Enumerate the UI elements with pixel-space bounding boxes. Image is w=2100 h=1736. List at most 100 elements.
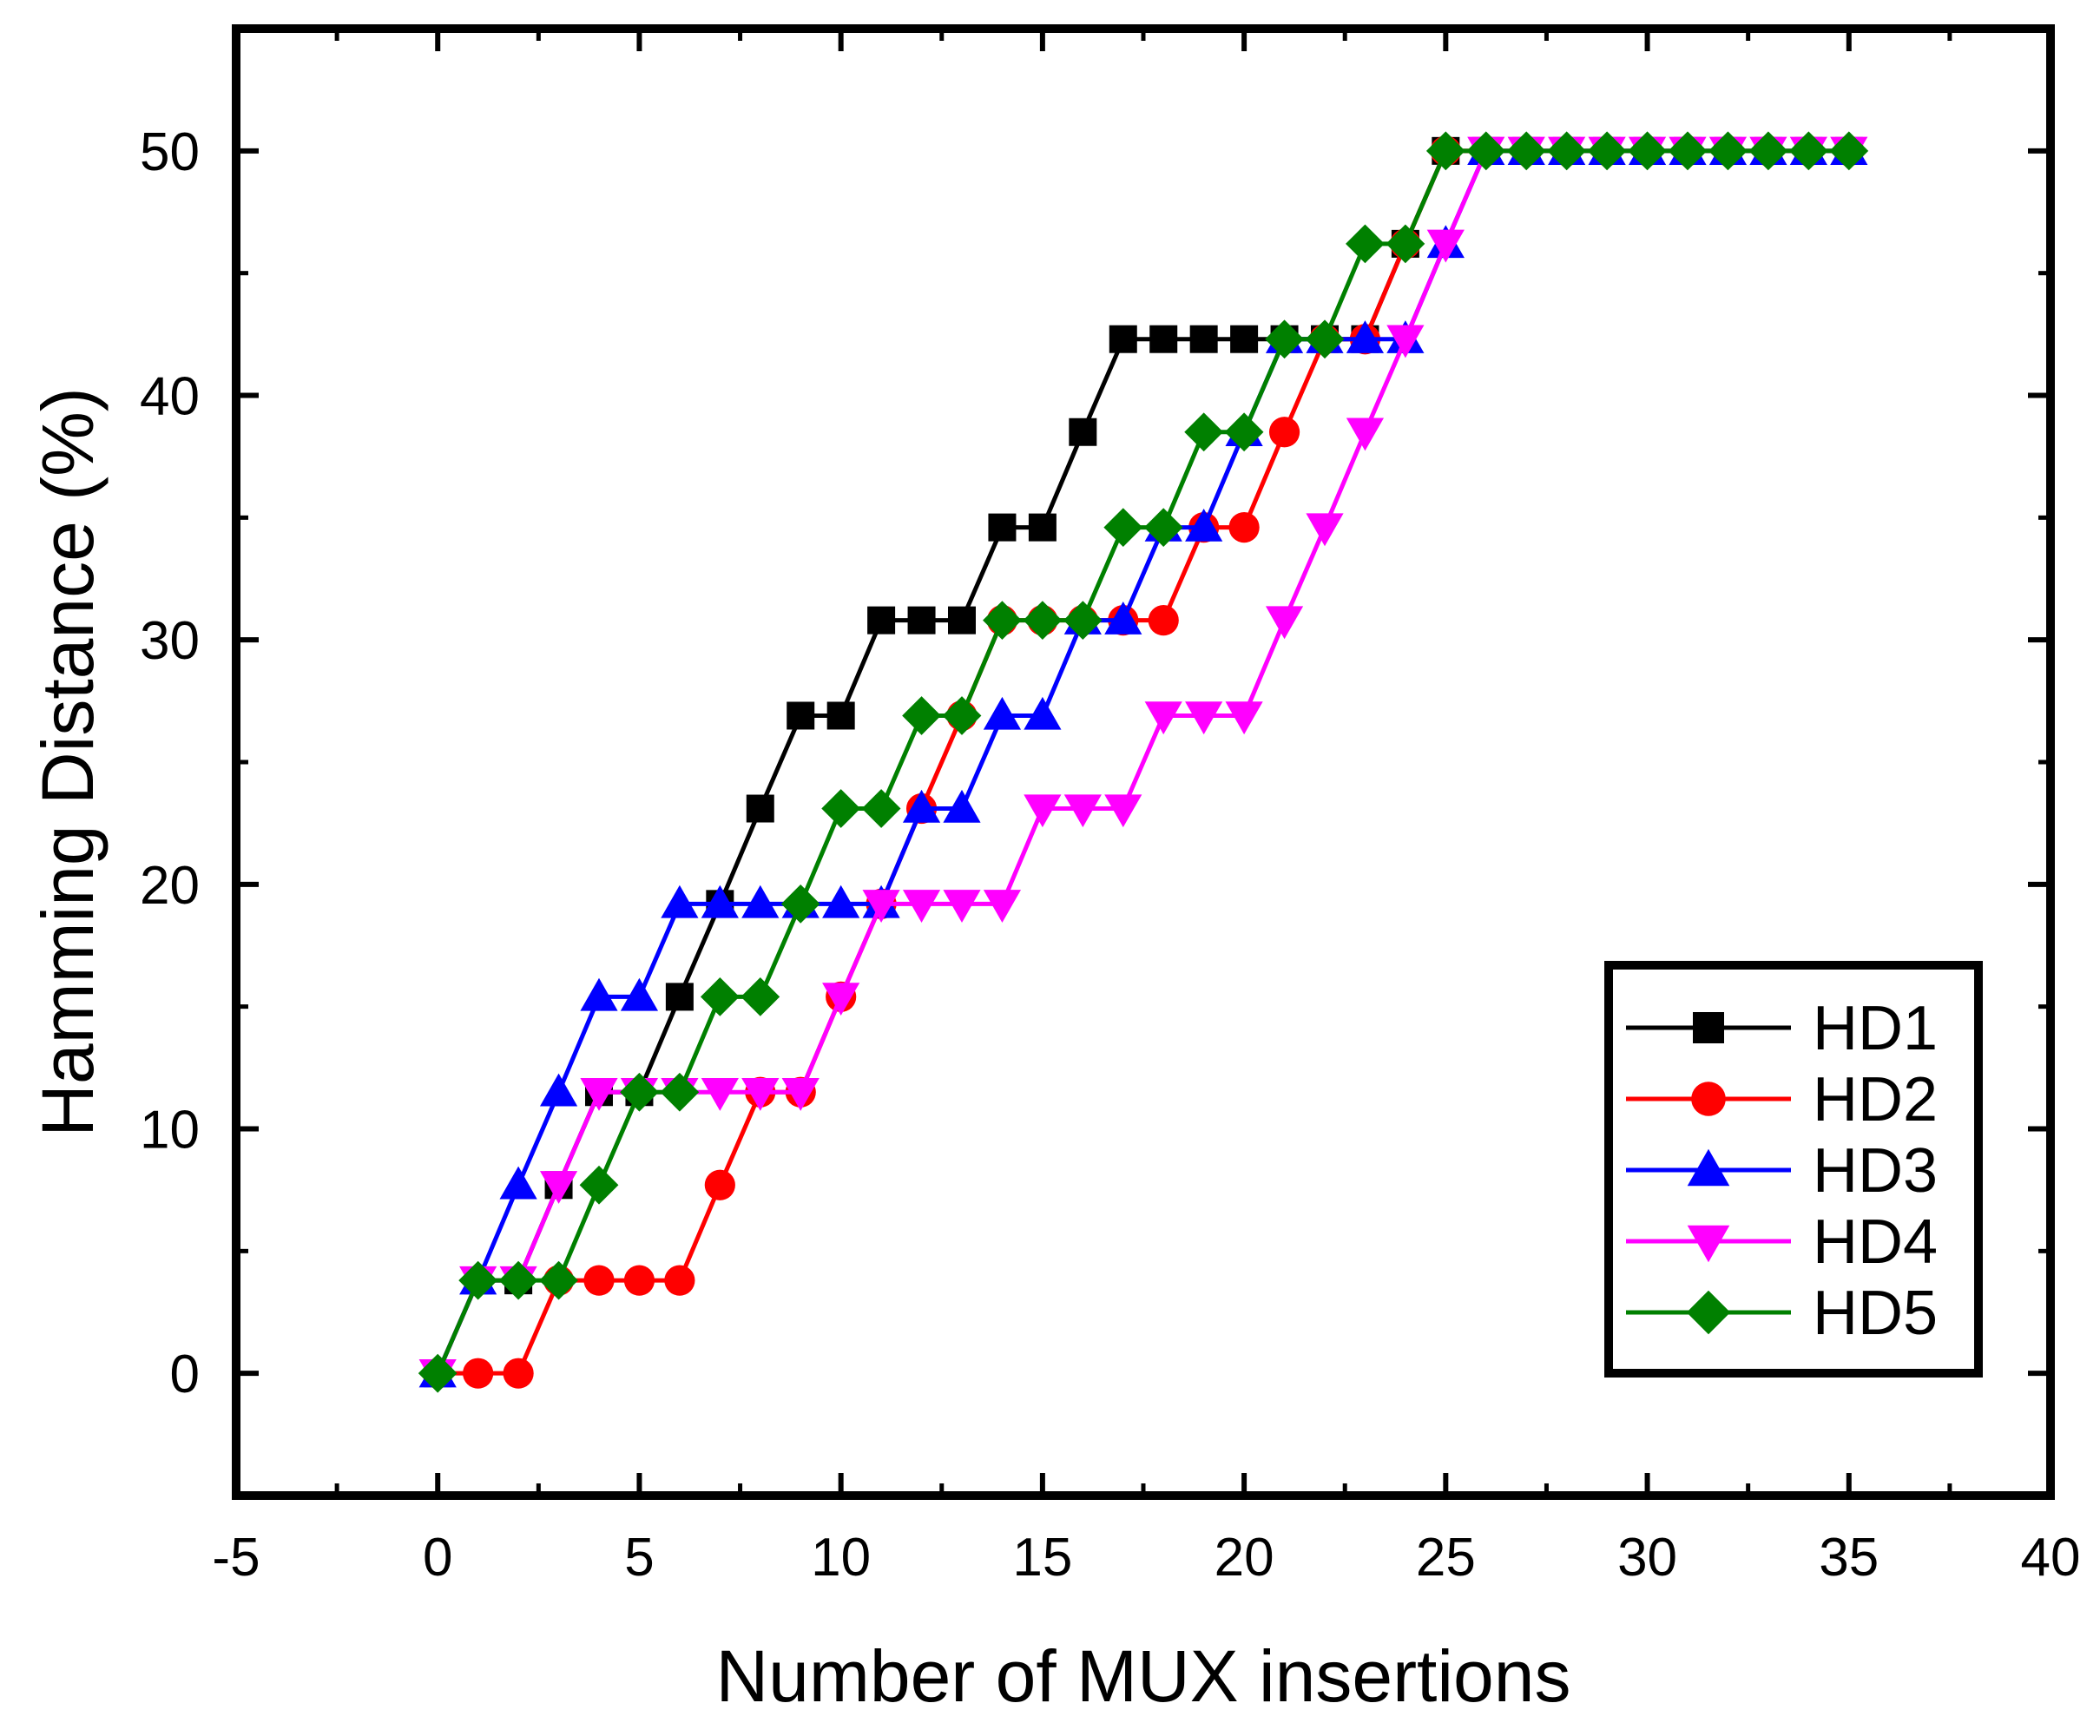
data-point bbox=[780, 884, 820, 924]
x-tick-label: 30 bbox=[1617, 1528, 1677, 1588]
data-point bbox=[983, 601, 1022, 641]
data-point bbox=[822, 983, 860, 1016]
data-point bbox=[1587, 131, 1627, 171]
data-point bbox=[902, 890, 941, 923]
y-tick-label: 20 bbox=[140, 856, 200, 916]
data-point bbox=[983, 890, 1022, 923]
data-point bbox=[942, 696, 982, 735]
data-point bbox=[1829, 131, 1869, 171]
data-point bbox=[907, 606, 936, 635]
data-point bbox=[1104, 602, 1142, 635]
x-tick-label: 15 bbox=[1012, 1528, 1072, 1588]
data-point bbox=[1069, 418, 1097, 446]
data-point bbox=[1306, 513, 1344, 547]
data-point bbox=[787, 701, 815, 730]
data-point bbox=[1185, 509, 1223, 542]
y-tick-label: 40 bbox=[140, 367, 200, 427]
legend-item-hd4: HD4 bbox=[1626, 1207, 1938, 1277]
data-point bbox=[418, 1353, 458, 1393]
data-point bbox=[862, 890, 900, 923]
data-point bbox=[620, 1072, 659, 1112]
data-point bbox=[1028, 513, 1057, 542]
data-point bbox=[741, 977, 780, 1016]
data-point bbox=[741, 1078, 780, 1111]
data-point bbox=[1346, 224, 1385, 264]
data-point bbox=[1109, 325, 1137, 353]
data-point bbox=[943, 890, 981, 923]
data-point bbox=[1024, 794, 1062, 828]
data-point bbox=[1265, 606, 1304, 640]
data-point bbox=[580, 1078, 618, 1111]
data-point bbox=[583, 1265, 615, 1296]
data-point bbox=[704, 1169, 735, 1200]
y-axis-title: Hamming Distance (%) bbox=[27, 387, 109, 1137]
data-point bbox=[948, 606, 976, 635]
data-point bbox=[1748, 131, 1788, 171]
data-point bbox=[1148, 605, 1179, 636]
data-point bbox=[867, 606, 896, 635]
data-point bbox=[1788, 131, 1828, 171]
data-point bbox=[1228, 512, 1260, 543]
data-point bbox=[700, 977, 740, 1016]
x-tick-label: 40 bbox=[2021, 1528, 2081, 1588]
data-point bbox=[539, 1171, 578, 1204]
data-point bbox=[463, 1358, 494, 1389]
x-tick-label: 5 bbox=[624, 1528, 654, 1588]
data-point bbox=[620, 977, 659, 1011]
data-point bbox=[988, 513, 1017, 542]
data-point bbox=[1103, 508, 1143, 547]
data-point bbox=[1185, 701, 1223, 735]
data-point bbox=[1268, 417, 1300, 448]
data-point bbox=[1104, 794, 1142, 828]
legend-item-hd3: HD3 bbox=[1626, 1136, 1938, 1206]
legend-marker bbox=[1687, 1148, 1730, 1187]
y-tick-label: 50 bbox=[140, 122, 200, 182]
legend-label: HD5 bbox=[1813, 1279, 1938, 1348]
data-point bbox=[580, 977, 618, 1011]
x-tick-label: 35 bbox=[1819, 1528, 1879, 1588]
legend-marker bbox=[1687, 1225, 1730, 1263]
x-tick-label: 20 bbox=[1215, 1528, 1274, 1588]
data-point bbox=[503, 1358, 534, 1389]
data-point bbox=[1063, 794, 1102, 828]
data-point bbox=[1506, 131, 1546, 171]
x-tick-label: 0 bbox=[423, 1528, 452, 1588]
data-point bbox=[1426, 229, 1465, 263]
data-point bbox=[1708, 131, 1748, 171]
data-point bbox=[579, 1165, 619, 1205]
data-point bbox=[983, 696, 1022, 730]
y-tick-label: 30 bbox=[140, 611, 200, 671]
data-point bbox=[1063, 601, 1103, 641]
series-layer bbox=[418, 131, 1869, 1393]
data-point bbox=[1189, 325, 1218, 353]
data-point bbox=[1466, 131, 1506, 171]
x-axis-title: Number of MUX insertions bbox=[716, 1635, 1571, 1717]
data-point bbox=[1346, 418, 1385, 451]
plot-frame bbox=[232, 24, 2055, 1500]
data-point bbox=[498, 1260, 538, 1300]
data-point bbox=[665, 983, 694, 1011]
legend-marker bbox=[1686, 1290, 1731, 1335]
data-point bbox=[1265, 319, 1304, 359]
data-point bbox=[1305, 319, 1345, 359]
data-point bbox=[1023, 601, 1063, 641]
x-tick-label: 25 bbox=[1416, 1528, 1476, 1588]
data-point bbox=[746, 794, 774, 823]
data-point bbox=[1425, 131, 1465, 171]
data-point bbox=[660, 1072, 700, 1112]
data-point bbox=[861, 789, 901, 828]
data-point bbox=[458, 1260, 498, 1300]
legend-item-hd5: HD5 bbox=[1626, 1279, 1938, 1348]
series-hd5 bbox=[418, 131, 1869, 1393]
y-tick-label: 10 bbox=[140, 1101, 200, 1161]
data-point bbox=[1144, 701, 1182, 735]
legend-marker bbox=[1691, 1082, 1726, 1116]
data-point bbox=[826, 701, 855, 730]
data-point bbox=[1386, 325, 1425, 358]
data-point bbox=[661, 884, 699, 918]
data-point bbox=[1386, 224, 1425, 264]
legend-label: HD1 bbox=[1813, 994, 1938, 1063]
legend-label: HD2 bbox=[1813, 1065, 1938, 1134]
